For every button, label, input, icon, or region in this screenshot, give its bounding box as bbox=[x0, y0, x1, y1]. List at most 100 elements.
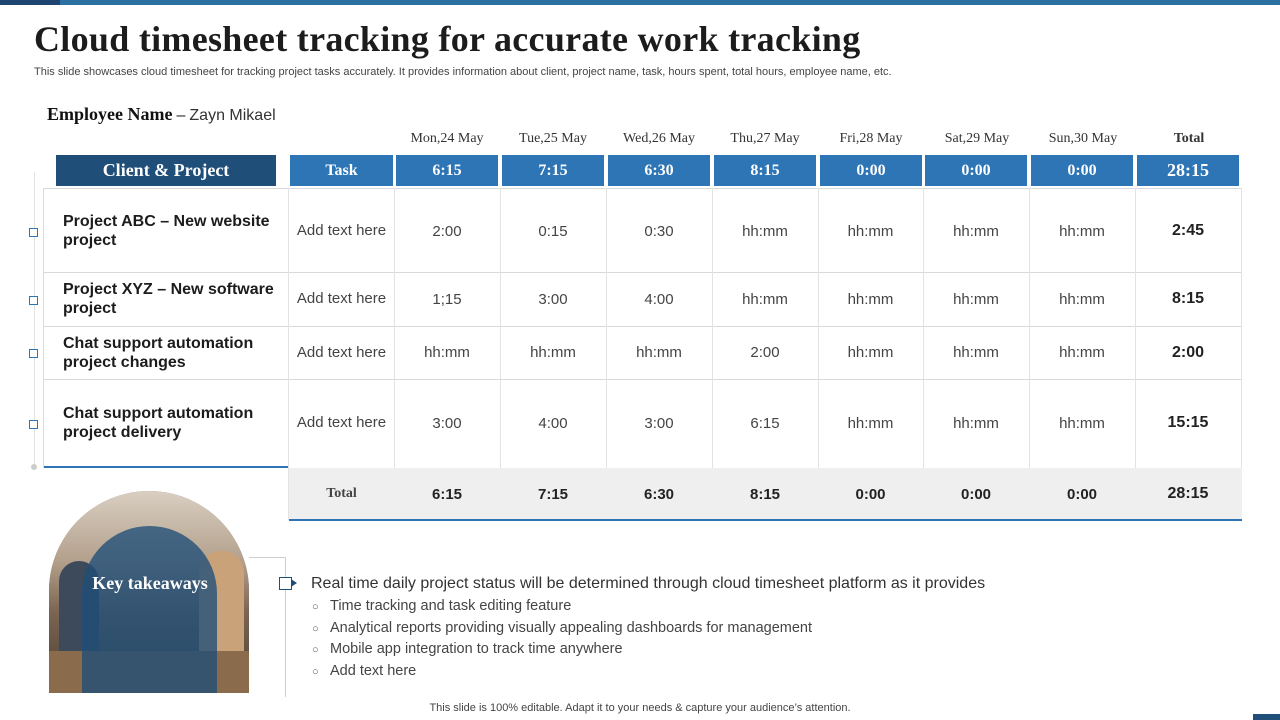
row-total-cell: 2:00 bbox=[1171, 343, 1205, 361]
side-guide-line bbox=[34, 172, 35, 468]
circle-bullet-icon: ○ bbox=[312, 644, 319, 656]
connector-line bbox=[249, 557, 285, 558]
row-divider bbox=[44, 326, 1242, 327]
day-label-total: Total bbox=[1173, 131, 1205, 146]
hours-cell: 1;15 bbox=[432, 290, 462, 308]
hours-cell: hh:mm bbox=[742, 222, 788, 240]
employee-name-value: Zayn Mikael bbox=[189, 107, 276, 124]
row-total-cell: 2:45 bbox=[1171, 222, 1205, 239]
task-cell: Add text here bbox=[296, 222, 387, 239]
table-left-border bbox=[43, 188, 44, 468]
list-item: ○ Analytical reports providing visually a… bbox=[312, 619, 812, 636]
circle-bullet-icon: ○ bbox=[312, 665, 319, 678]
hours-cell: hh:mm bbox=[1059, 290, 1105, 308]
row-divider bbox=[44, 188, 1242, 189]
task-cell: Add text here bbox=[296, 414, 387, 431]
header-task: Task bbox=[290, 155, 393, 186]
header-day-total: 0:00 bbox=[820, 155, 922, 186]
row-total-cell: 8:15 bbox=[1171, 290, 1205, 307]
column-divider bbox=[288, 188, 289, 520]
column-divider bbox=[1029, 188, 1030, 520]
list-item: ○ Mobile app integration to track time an… bbox=[312, 641, 623, 657]
hours-cell: 0:15 bbox=[538, 222, 568, 240]
team-photo bbox=[49, 491, 249, 693]
row-marker-icon bbox=[29, 349, 38, 358]
corner-accent bbox=[1253, 714, 1280, 720]
column-divider bbox=[394, 188, 395, 520]
hours-cell: 2:00 bbox=[432, 222, 462, 240]
takeaways-list: ○ Time tracking and task editing feature … bbox=[312, 598, 812, 684]
list-item: ○ Add text here bbox=[312, 662, 417, 679]
row-total-cell: 15:15 bbox=[1167, 414, 1209, 431]
hours-cell: hh:mm bbox=[953, 290, 999, 308]
day-label: Tue,25 May bbox=[519, 131, 587, 146]
project-name: Chat support automation project delivery bbox=[63, 405, 254, 441]
header-day-total: 8:15 bbox=[714, 155, 816, 186]
takeaways-main-text: Real time daily project status will be d… bbox=[311, 575, 986, 592]
connector-line-vertical bbox=[285, 557, 286, 697]
task-cell: Add text here bbox=[296, 343, 387, 361]
header-day-total: 7:15 bbox=[502, 155, 604, 186]
page-subtitle: This slide showcases cloud timesheet for… bbox=[34, 66, 892, 78]
column-divider bbox=[500, 188, 501, 520]
total-row-cell: 7:15 bbox=[537, 485, 569, 503]
hours-cell: hh:mm bbox=[847, 344, 894, 361]
hours-cell: 2:00 bbox=[750, 344, 780, 361]
hours-cell: 3:00 bbox=[432, 414, 462, 432]
day-label: Sun,30 May bbox=[1048, 131, 1118, 146]
row-marker-icon bbox=[29, 420, 38, 429]
total-row-border bbox=[289, 519, 1242, 521]
hours-cell: hh:mm bbox=[636, 344, 682, 361]
header-day-total: 0:00 bbox=[1031, 155, 1133, 186]
hours-cell: 6:15 bbox=[750, 414, 780, 432]
row-divider bbox=[44, 379, 1242, 380]
total-row-cell: 6:15 bbox=[431, 485, 463, 503]
column-divider bbox=[1241, 188, 1242, 520]
total-row-cell: 6:30 bbox=[643, 485, 675, 503]
day-label: Fri,28 May bbox=[839, 131, 903, 146]
hours-cell: hh:mm bbox=[1059, 222, 1105, 240]
employee-name-dash: – bbox=[176, 107, 186, 124]
day-label: Mon,24 May bbox=[410, 131, 484, 146]
hours-cell: hh:mm bbox=[1059, 414, 1105, 432]
circle-bullet-icon: ○ bbox=[312, 622, 319, 635]
total-row bbox=[289, 468, 1242, 520]
task-cell: Add text here bbox=[296, 290, 387, 307]
hours-cell: hh:mm bbox=[953, 344, 999, 361]
hours-cell: 3:00 bbox=[538, 290, 568, 308]
day-label: Sat,29 May bbox=[944, 131, 1010, 146]
hours-cell: hh:mm bbox=[742, 290, 788, 308]
top-accent-bar-dark bbox=[0, 0, 60, 5]
arrow-bullet-icon bbox=[279, 577, 297, 590]
column-divider bbox=[1135, 188, 1136, 520]
column-divider bbox=[923, 188, 924, 520]
total-row-cell: 0:00 bbox=[855, 485, 886, 503]
total-row-grand-total: 28:15 bbox=[1167, 485, 1209, 502]
circle-bullet-icon: ○ bbox=[312, 601, 319, 613]
employee-name-label: Employee Name bbox=[47, 104, 173, 124]
header-client-project: Client & Project bbox=[56, 155, 276, 186]
total-row-cell: 0:00 bbox=[1066, 485, 1098, 503]
row-divider bbox=[44, 272, 1242, 273]
column-divider bbox=[712, 188, 713, 520]
footer-note: This slide is 100% editable. Adapt it to… bbox=[429, 702, 851, 714]
top-accent-bar bbox=[0, 0, 1280, 5]
header-day-total: 6:15 bbox=[396, 155, 498, 186]
client-column-bottom-border bbox=[44, 466, 288, 468]
project-name: Project ABC – New website project bbox=[63, 213, 270, 249]
row-marker-icon bbox=[29, 228, 38, 237]
hours-cell: hh:mm bbox=[847, 290, 894, 308]
hours-cell: hh:mm bbox=[1059, 344, 1105, 361]
key-takeaways-label: Key takeaways bbox=[92, 573, 208, 593]
total-row-cell: 8:15 bbox=[749, 485, 781, 503]
column-divider bbox=[606, 188, 607, 520]
key-takeaways-overlay bbox=[82, 526, 217, 693]
hours-cell: hh:mm bbox=[953, 414, 999, 432]
hours-cell: 3:00 bbox=[644, 414, 674, 432]
employee-name: Employee Name – Zayn Mikael bbox=[47, 104, 276, 125]
header-day-total: 6:30 bbox=[608, 155, 710, 186]
project-name: Chat support automation project changes bbox=[63, 335, 254, 371]
page-title: Cloud timesheet tracking for accurate wo… bbox=[34, 19, 861, 59]
day-label: Wed,26 May bbox=[623, 131, 695, 146]
hours-cell: hh:mm bbox=[847, 414, 894, 432]
